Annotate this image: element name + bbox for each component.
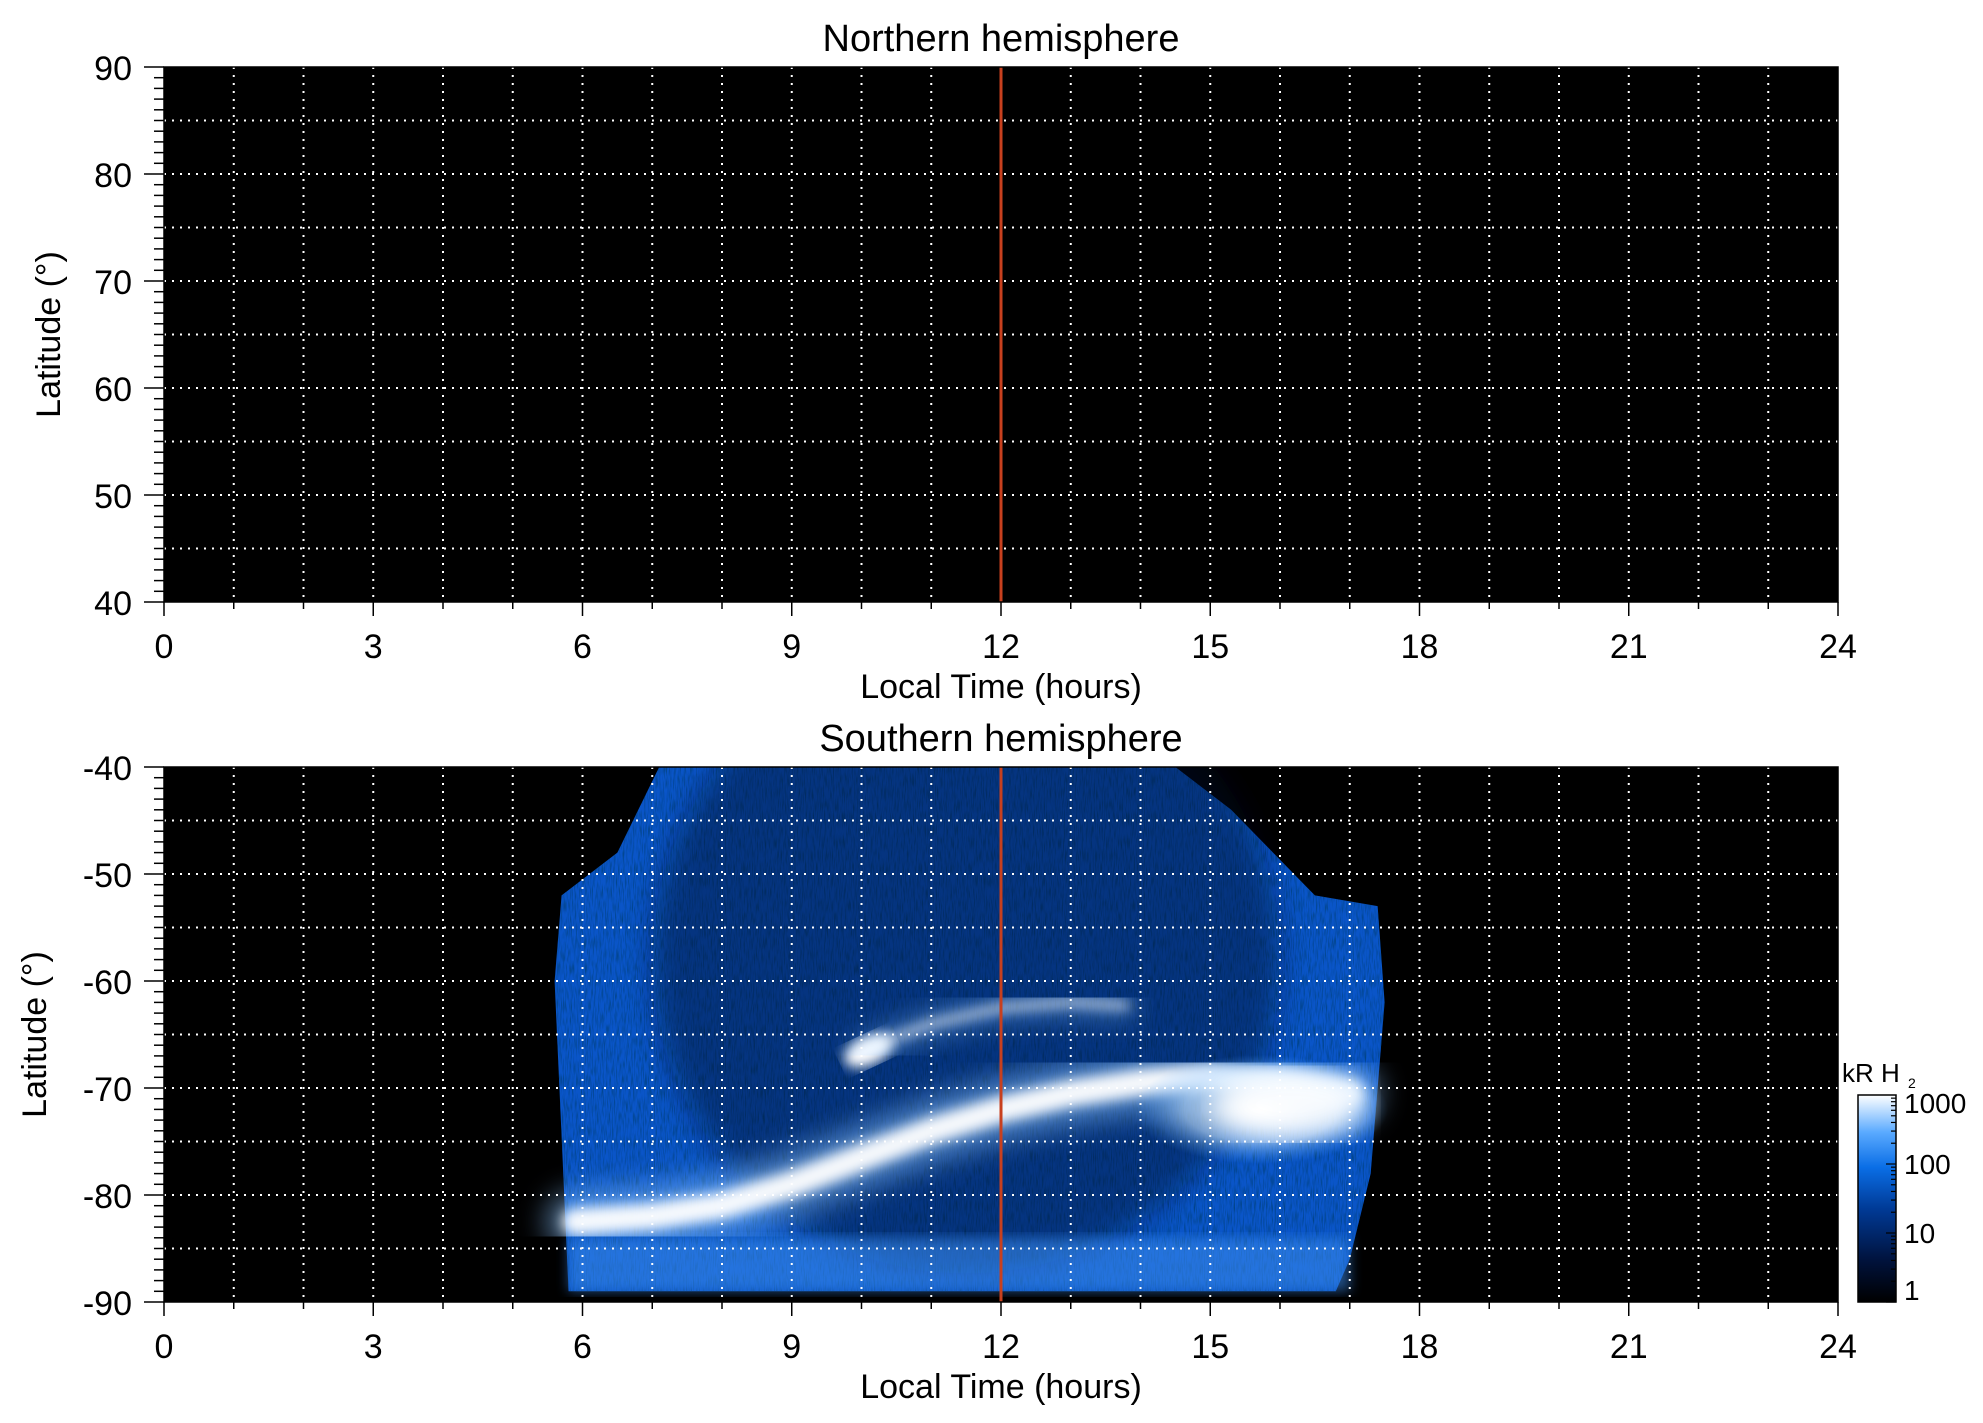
emission-layer	[545, 767, 1389, 1292]
x-tick-label: 24	[1819, 1328, 1857, 1366]
grid	[164, 67, 1838, 602]
x-axis-ticks	[163, 602, 1839, 616]
southern-hemisphere-panel: Southern hemisphere -90 -80 -70 -60 -50 -40 0 3 6…	[16, 718, 1857, 1406]
y-tick-label: -40	[83, 750, 132, 788]
y-tick-label: 80	[94, 157, 132, 195]
colorbar-tick-label: 1	[1904, 1275, 1920, 1306]
panel-title: Northern hemisphere	[823, 18, 1180, 60]
x-tick-label: 15	[1191, 1328, 1229, 1366]
y-tick-label: -80	[83, 1178, 132, 1216]
x-tick-label: 21	[1610, 628, 1648, 666]
colorbar-tick-label: 100	[1904, 1149, 1951, 1180]
x-axis-ticks	[163, 1302, 1839, 1316]
colorbar-tick-label: 10	[1904, 1218, 1935, 1249]
y-axis-label: Latitude (°)	[16, 951, 54, 1118]
x-tick-label: 18	[1401, 1328, 1439, 1366]
x-tick-label: 9	[782, 628, 801, 666]
x-tick-label: 24	[1819, 628, 1857, 666]
y-tick-label: -60	[83, 964, 132, 1002]
colorbar-gradient	[1857, 1094, 1897, 1303]
x-tick-label: 15	[1191, 628, 1229, 666]
x-tick-label: 3	[364, 628, 383, 666]
y-tick-label: -90	[83, 1285, 132, 1323]
panel-title: Southern hemisphere	[819, 718, 1182, 760]
y-tick-label: -70	[83, 1071, 132, 1109]
colorbar-tick-label: 1000	[1904, 1088, 1966, 1119]
y-tick-label: 50	[94, 478, 132, 516]
y-tick-label: 90	[94, 50, 132, 88]
x-tick-label: 21	[1610, 1328, 1648, 1366]
x-tick-label: 9	[782, 1328, 801, 1366]
y-axis-ticks	[144, 766, 164, 1303]
x-tick-label: 6	[573, 1328, 592, 1366]
x-axis-label: Local Time (hours)	[860, 668, 1142, 706]
x-axis-label: Local Time (hours)	[860, 1368, 1142, 1406]
y-tick-label: -50	[83, 857, 132, 895]
x-tick-label: 6	[573, 628, 592, 666]
colorbar-label-subscript: 2	[1908, 1075, 1916, 1091]
colorbar-label: kR H	[1842, 1058, 1900, 1088]
northern-hemisphere-panel: Northern hemisphere 40 50 60 70 80 90 0 3 6 9 12 15 1…	[30, 18, 1857, 706]
x-tick-label: 12	[982, 1328, 1020, 1366]
y-tick-label: 40	[94, 585, 132, 623]
colorbar-ticks	[1886, 1097, 1896, 1303]
x-tick-label: 18	[1401, 628, 1439, 666]
x-tick-label: 0	[155, 1328, 174, 1366]
y-tick-label: 60	[94, 371, 132, 409]
x-tick-label: 3	[364, 1328, 383, 1366]
feature-afternoon-emission-core	[1215, 1072, 1366, 1137]
emission-polar-band	[568, 1237, 1350, 1292]
x-tick-label: 0	[155, 628, 174, 666]
y-axis-label: Latitude (°)	[30, 251, 68, 418]
y-axis-ticks	[144, 66, 164, 603]
y-tick-label: 70	[94, 264, 132, 302]
x-tick-label: 12	[982, 628, 1020, 666]
